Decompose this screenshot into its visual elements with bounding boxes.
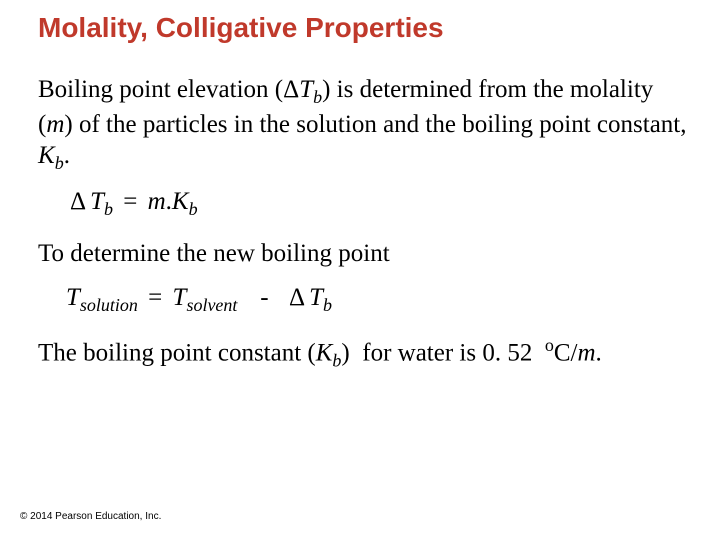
eq1-m: m <box>148 188 166 215</box>
eq2-T3: T <box>309 284 323 311</box>
eq1-delta: Δ <box>66 188 90 215</box>
p1-m: m <box>46 111 64 138</box>
eq1-T: T <box>90 188 104 215</box>
p1-text-c: ) of the particles in the solution and t… <box>64 111 686 138</box>
p1-T: T <box>299 76 313 103</box>
p3-m: m <box>577 339 595 366</box>
paragraph-3: The boiling point constant (Kb) for wate… <box>38 334 692 372</box>
eq1-Ksub: b <box>189 199 198 219</box>
p1-text-a: Boiling point elevation (Δ <box>38 76 299 103</box>
p3-degree-sup: o <box>545 335 554 355</box>
p3-text-b: ) for water is 0. 52 <box>341 339 544 366</box>
eq2-minus: - <box>256 284 272 311</box>
p3-K: K <box>316 339 333 366</box>
eq1-K: K <box>172 188 189 215</box>
paragraph-1: Boiling point elevation (ΔTb) is determi… <box>38 74 692 174</box>
equation-2: Tsolution = Tsolvent - ΔTb <box>66 284 692 316</box>
eq2-T2: T <box>173 284 187 311</box>
p3-end: . <box>596 339 602 366</box>
p1-b-sub: b <box>313 87 322 107</box>
eq2-equals: = <box>144 284 166 311</box>
eq2-delta: Δ <box>285 284 309 311</box>
eq2-T1: T <box>66 284 80 311</box>
equation-1: ΔTb = m.Kb <box>66 188 692 220</box>
p3-text-a: The boiling point constant ( <box>38 339 316 366</box>
copyright-text: © 2014 Pearson Education, Inc. <box>20 511 161 522</box>
p1-K: K <box>38 142 55 169</box>
eq2-bsub: b <box>323 295 332 315</box>
eq1-equals: = <box>119 188 141 215</box>
p1-K-sub: b <box>55 153 64 173</box>
p3-text-c: C/ <box>554 339 578 366</box>
p1-end: . <box>64 142 70 169</box>
page-title: Molality, Colligative Properties <box>38 12 692 44</box>
eq2-solution: solution <box>80 295 138 315</box>
eq1-b: b <box>104 199 113 219</box>
eq2-solvent: solvent <box>186 295 237 315</box>
paragraph-2: To determine the new boiling point <box>38 238 692 269</box>
